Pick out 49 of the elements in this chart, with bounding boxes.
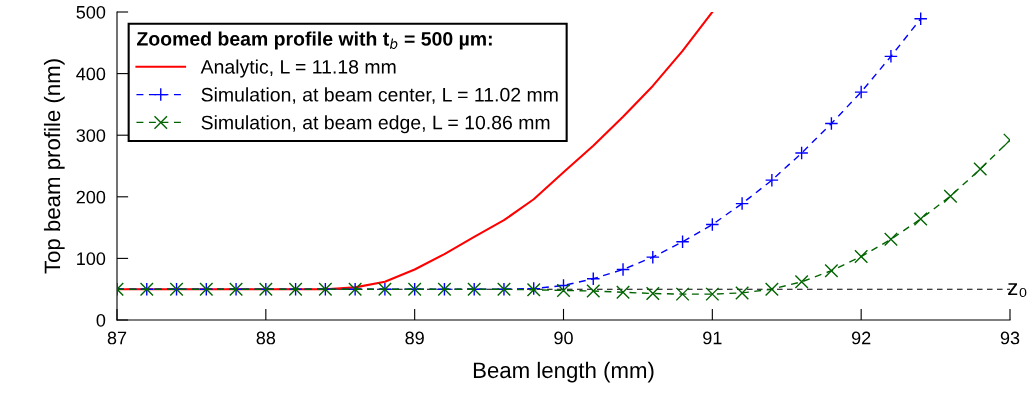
- point: [616, 262, 630, 277]
- point: [616, 285, 630, 300]
- point: [794, 146, 809, 161]
- line-series: [117, 12, 714, 291]
- y-tick-label: 0: [96, 313, 106, 327]
- legend-label: Simulation, at beam edge, L = 10.86 mm: [201, 115, 550, 134]
- point: [764, 282, 779, 297]
- point: [883, 232, 898, 247]
- point: [824, 116, 839, 131]
- point: [645, 250, 660, 265]
- point: [586, 271, 601, 286]
- point: [675, 234, 690, 249]
- point: [705, 217, 720, 232]
- y-tick-label: 100: [77, 252, 106, 266]
- point: [735, 285, 750, 300]
- y-tick-label: 300: [76, 129, 106, 142]
- x-tick-label: 93: [1000, 331, 1020, 345]
- y-tick-label: 400: [76, 67, 106, 81]
- point: [824, 263, 839, 278]
- x-axis-title: Beam length (mm): [473, 361, 654, 383]
- point: [794, 274, 809, 289]
- ref-line-label: z₀: [1008, 283, 1027, 297]
- point: [764, 173, 779, 188]
- x-tick-label: 88: [256, 331, 276, 345]
- y-tick-label: 200: [76, 190, 106, 204]
- legend-title: Zoomed beam profile with t$_{b}$ = 500 µm:: [137, 31, 492, 50]
- point: [645, 286, 660, 301]
- point: [556, 283, 571, 298]
- point: [735, 196, 750, 211]
- point: [854, 85, 869, 100]
- point: [586, 284, 601, 298]
- point: [556, 278, 571, 293]
- point: [913, 212, 928, 226]
- point: [943, 189, 958, 204]
- x-tick-label: 92: [851, 331, 871, 345]
- point: [675, 287, 690, 302]
- point: [883, 49, 898, 64]
- point: [913, 12, 928, 26]
- x-tick-label: 89: [405, 331, 424, 345]
- point: [854, 249, 869, 264]
- y-axis-title: Top beam profile (nm): [43, 59, 65, 274]
- x-tick-label: 91: [703, 331, 722, 345]
- point: [705, 287, 720, 302]
- point: [973, 162, 988, 177]
- legend-label: Simulation, at beam center, L = 11.02 mm: [201, 87, 558, 104]
- y-tick-label: 500: [76, 5, 106, 19]
- x-tick-label: 90: [554, 331, 573, 345]
- x-tick-label: 87: [107, 331, 127, 345]
- legend-label: Analytic, L = 11.18 mm: [200, 59, 396, 78]
